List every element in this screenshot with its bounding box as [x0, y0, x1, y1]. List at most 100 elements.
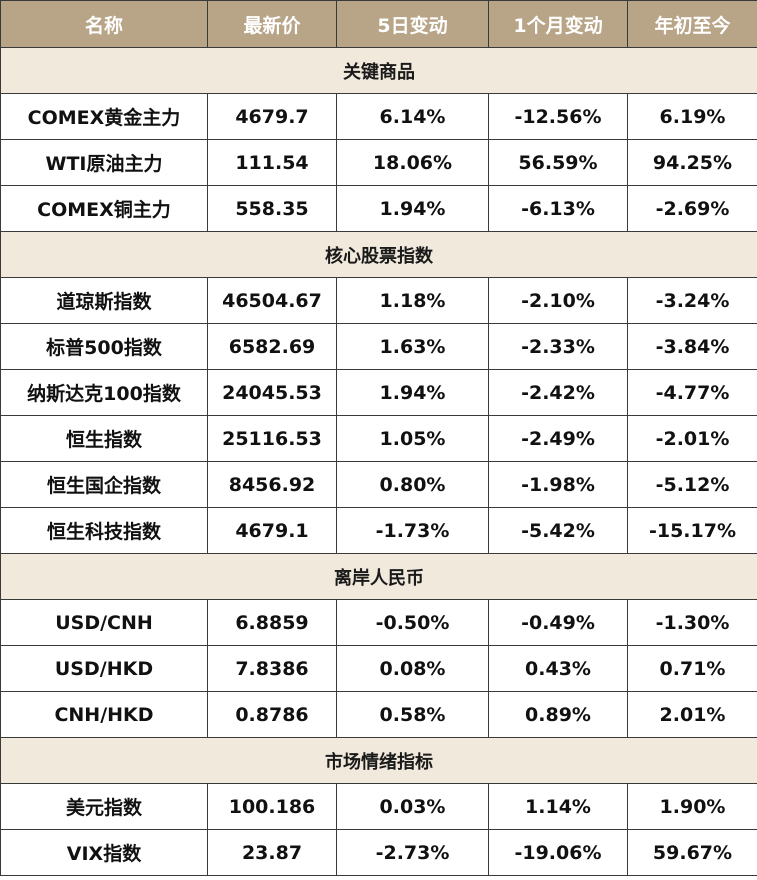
cell-5d: -1.73%	[336, 507, 489, 554]
cell-price: 23.87	[207, 829, 337, 876]
cell-1m: -1.98%	[488, 461, 628, 508]
cell-name: 恒生指数	[0, 415, 208, 462]
table-row: COMEX铜主力 558.35 1.94% -6.13% -2.69%	[0, 185, 757, 232]
cell-price: 6.8859	[207, 599, 337, 646]
cell-ytd: -15.17%	[627, 507, 757, 554]
section-row-sentiment: 市场情绪指标	[0, 737, 757, 784]
cell-1m: 0.89%	[488, 691, 628, 738]
cell-name: 道琼斯指数	[0, 277, 208, 324]
section-row-offshore-rmb: 离岸人民币	[0, 553, 757, 600]
cell-5d: 1.18%	[336, 277, 489, 324]
cell-name: 恒生国企指数	[0, 461, 208, 508]
cell-5d: -0.50%	[336, 599, 489, 646]
table-row: 标普500指数 6582.69 1.63% -2.33% -3.84%	[0, 323, 757, 370]
cell-1m: -19.06%	[488, 829, 628, 876]
cell-name: CNH/HKD	[0, 691, 208, 738]
cell-price: 4679.1	[207, 507, 337, 554]
cell-price: 25116.53	[207, 415, 337, 462]
table-row: WTI原油主力 111.54 18.06% 56.59% 94.25%	[0, 139, 757, 186]
section-row-commodities: 关键商品	[0, 47, 757, 94]
cell-1m: -2.33%	[488, 323, 628, 370]
header-1m-change: 1个月变动	[488, 0, 628, 48]
cell-5d: 1.94%	[336, 185, 489, 232]
cell-price: 111.54	[207, 139, 337, 186]
cell-price: 8456.92	[207, 461, 337, 508]
cell-price: 6582.69	[207, 323, 337, 370]
cell-5d: 0.03%	[336, 783, 489, 830]
table-row: VIX指数 23.87 -2.73% -19.06% 59.67%	[0, 829, 757, 876]
cell-name: 美元指数	[0, 783, 208, 830]
cell-ytd: -2.69%	[627, 185, 757, 232]
cell-price: 46504.67	[207, 277, 337, 324]
cell-ytd: -2.01%	[627, 415, 757, 462]
table-row: 道琼斯指数 46504.67 1.18% -2.10% -3.24%	[0, 277, 757, 324]
cell-1m: -5.42%	[488, 507, 628, 554]
cell-name: USD/CNH	[0, 599, 208, 646]
cell-ytd: -3.84%	[627, 323, 757, 370]
cell-5d: 1.05%	[336, 415, 489, 462]
cell-5d: 0.80%	[336, 461, 489, 508]
section-title: 核心股票指数	[0, 231, 757, 278]
table-row: COMEX黄金主力 4679.7 6.14% -12.56% 6.19%	[0, 93, 757, 140]
cell-ytd: 2.01%	[627, 691, 757, 738]
cell-name: VIX指数	[0, 829, 208, 876]
cell-5d: 6.14%	[336, 93, 489, 140]
cell-1m: -6.13%	[488, 185, 628, 232]
section-title: 离岸人民币	[0, 553, 757, 600]
cell-1m: 1.14%	[488, 783, 628, 830]
cell-name: 恒生科技指数	[0, 507, 208, 554]
cell-5d: -2.73%	[336, 829, 489, 876]
cell-price: 100.186	[207, 783, 337, 830]
cell-5d: 0.58%	[336, 691, 489, 738]
cell-name: USD/HKD	[0, 645, 208, 692]
cell-ytd: 59.67%	[627, 829, 757, 876]
cell-ytd: -5.12%	[627, 461, 757, 508]
cell-price: 24045.53	[207, 369, 337, 416]
table-body: 关键商品 COMEX黄金主力 4679.7 6.14% -12.56% 6.19…	[0, 47, 757, 876]
cell-price: 4679.7	[207, 93, 337, 140]
cell-ytd: 6.19%	[627, 93, 757, 140]
table-row: 纳斯达克100指数 24045.53 1.94% -2.42% -4.77%	[0, 369, 757, 416]
header-latest-price: 最新价	[207, 0, 337, 48]
cell-name: 纳斯达克100指数	[0, 369, 208, 416]
section-title: 关键商品	[0, 47, 757, 94]
cell-name: WTI原油主力	[0, 139, 208, 186]
table-row: USD/CNH 6.8859 -0.50% -0.49% -1.30%	[0, 599, 757, 646]
table-row: 恒生科技指数 4679.1 -1.73% -5.42% -15.17%	[0, 507, 757, 554]
cell-ytd: -4.77%	[627, 369, 757, 416]
header-5d-change: 5日变动	[336, 0, 489, 48]
cell-5d: 1.94%	[336, 369, 489, 416]
table-row: 美元指数 100.186 0.03% 1.14% 1.90%	[0, 783, 757, 830]
cell-name: COMEX铜主力	[0, 185, 208, 232]
table-row: USD/HKD 7.8386 0.08% 0.43% 0.71%	[0, 645, 757, 692]
header-row: 名称 最新价 5日变动 1个月变动 年初至今	[0, 0, 757, 48]
cell-price: 7.8386	[207, 645, 337, 692]
cell-5d: 0.08%	[336, 645, 489, 692]
section-title: 市场情绪指标	[0, 737, 757, 784]
cell-name: COMEX黄金主力	[0, 93, 208, 140]
header-ytd: 年初至今	[627, 0, 757, 48]
table-header: 名称 最新价 5日变动 1个月变动 年初至今	[0, 0, 757, 48]
cell-1m: -2.42%	[488, 369, 628, 416]
cell-price: 558.35	[207, 185, 337, 232]
cell-name: 标普500指数	[0, 323, 208, 370]
table-row: CNH/HKD 0.8786 0.58% 0.89% 2.01%	[0, 691, 757, 738]
cell-ytd: -3.24%	[627, 277, 757, 324]
cell-5d: 1.63%	[336, 323, 489, 370]
cell-ytd: 0.71%	[627, 645, 757, 692]
cell-price: 0.8786	[207, 691, 337, 738]
cell-ytd: 94.25%	[627, 139, 757, 186]
cell-1m: -0.49%	[488, 599, 628, 646]
table-row: 恒生国企指数 8456.92 0.80% -1.98% -5.12%	[0, 461, 757, 508]
cell-5d: 18.06%	[336, 139, 489, 186]
cell-1m: -2.49%	[488, 415, 628, 462]
section-row-equity-indices: 核心股票指数	[0, 231, 757, 278]
cell-1m: -2.10%	[488, 277, 628, 324]
cell-1m: 0.43%	[488, 645, 628, 692]
table-row: 恒生指数 25116.53 1.05% -2.49% -2.01%	[0, 415, 757, 462]
cell-ytd: -1.30%	[627, 599, 757, 646]
cell-1m: 56.59%	[488, 139, 628, 186]
header-name: 名称	[0, 0, 208, 48]
cell-1m: -12.56%	[488, 93, 628, 140]
